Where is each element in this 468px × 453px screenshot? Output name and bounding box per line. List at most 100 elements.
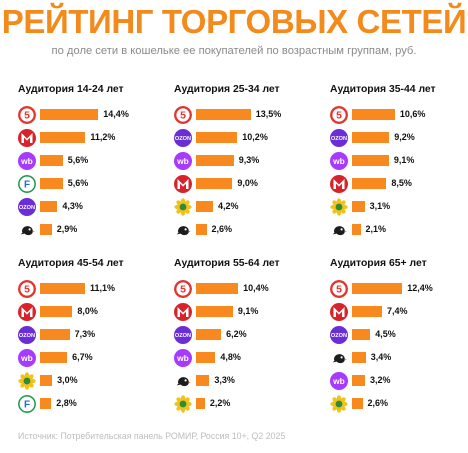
wildberries-logo-icon: wb xyxy=(18,152,36,170)
svg-text:wb: wb xyxy=(176,353,189,363)
svg-text:5: 5 xyxy=(180,284,186,296)
chizhik-logo-icon xyxy=(174,221,192,239)
magnit-logo-icon xyxy=(330,175,348,193)
bar xyxy=(352,224,361,235)
bar-row: OZON 4,5% xyxy=(330,325,468,345)
data-label: 3,2% xyxy=(370,375,391,385)
bar xyxy=(40,329,70,340)
chart-panel: Аудитория 65+ лет 5 12,4% 7,4% OZON 4,5% 3,4% w… xyxy=(330,258,468,428)
data-label: 4,2% xyxy=(218,201,239,211)
panel-title: Аудитория 14-24 лет xyxy=(18,84,124,95)
svg-text:OZON: OZON xyxy=(175,136,191,142)
bar-row: 5 13,5% xyxy=(174,105,324,125)
svg-text:5: 5 xyxy=(336,284,342,296)
bar xyxy=(40,352,68,363)
chizhik-logo-icon xyxy=(330,221,348,239)
data-label: 8,5% xyxy=(391,178,412,188)
panel-title: Аудитория 55-64 лет xyxy=(174,258,280,269)
chizhik-logo-icon xyxy=(18,221,36,239)
panel-title: Аудитория 65+ лет xyxy=(330,258,427,269)
svg-text:wb: wb xyxy=(20,353,33,363)
bar-row: wb 9,3% xyxy=(174,151,324,171)
bar xyxy=(40,201,58,212)
bar xyxy=(40,132,86,143)
bar-row: 2,6% xyxy=(330,394,468,414)
bar-row: OZON 6,2% xyxy=(174,325,324,345)
magnit-logo-icon xyxy=(18,303,36,321)
svg-text:F: F xyxy=(24,400,30,411)
bar-row: 2,6% xyxy=(174,220,324,240)
bar xyxy=(352,375,365,386)
bar-row: 5 10,4% xyxy=(174,279,324,299)
data-label: 4,8% xyxy=(220,352,241,362)
data-label: 2,6% xyxy=(367,398,389,408)
ozon-logo-icon: OZON xyxy=(330,129,348,147)
bar xyxy=(40,178,63,189)
magnit-logo-icon xyxy=(18,129,36,147)
data-label: 3,1% xyxy=(369,201,391,211)
bar xyxy=(196,352,216,363)
bar xyxy=(196,283,239,294)
bar-row: wb 3,2% xyxy=(330,371,468,391)
chart-panel: Аудитория 45-54 лет 5 11,1% 8,0% OZON 7,3% wb 6… xyxy=(18,258,168,428)
data-label: 14,4% xyxy=(103,109,129,119)
bar-row: 2,9% xyxy=(18,220,168,240)
bar xyxy=(40,306,73,317)
data-label: 10,4% xyxy=(243,283,269,293)
data-label: 4,5% xyxy=(375,329,396,339)
bar xyxy=(352,283,403,294)
vkusvill-logo-icon xyxy=(18,372,36,390)
wildberries-logo-icon: wb xyxy=(330,372,348,390)
data-label: 2,8% xyxy=(56,398,77,408)
bar xyxy=(352,201,365,212)
data-label: 4,3% xyxy=(62,201,83,211)
bar xyxy=(40,224,52,235)
data-label: 3,0% xyxy=(57,375,78,385)
bar xyxy=(352,329,371,340)
bar-row: 2,2% xyxy=(174,394,324,414)
panel-title: Аудитория 25-34 лет xyxy=(174,84,280,95)
bar-row: F 2,8% xyxy=(18,394,168,414)
bar xyxy=(196,178,233,189)
svg-text:5: 5 xyxy=(24,284,30,296)
bar xyxy=(196,398,205,409)
chart-panel: Аудитория 14-24 лет 5 14,4% 11,2% wb 5,6% F 5,6… xyxy=(18,84,168,254)
bar xyxy=(40,155,63,166)
wildberries-logo-icon: wb xyxy=(18,349,36,367)
panel-title: Аудитория 45-54 лет xyxy=(18,258,124,269)
pyaterochka-logo-icon: 5 xyxy=(174,280,192,298)
bar xyxy=(352,398,363,409)
bar xyxy=(196,224,207,235)
svg-text:5: 5 xyxy=(180,110,186,122)
bar-row: 7,4% xyxy=(330,302,468,322)
bar xyxy=(196,329,222,340)
bar xyxy=(196,132,238,143)
bar xyxy=(196,201,213,212)
chart-subtitle: по доле сети в кошельке ее покупателей п… xyxy=(51,45,417,57)
data-label: 10,6% xyxy=(399,109,426,119)
bar-row: F 5,6% xyxy=(18,174,168,194)
bar xyxy=(196,155,234,166)
data-label: 12,4% xyxy=(407,283,433,293)
data-label: 3,3% xyxy=(214,375,235,385)
wildberries-logo-icon: wb xyxy=(174,349,192,367)
bar-row: OZON 4,3% xyxy=(18,197,168,217)
magnit-logo-icon xyxy=(174,175,192,193)
pyaterochka-logo-icon: 5 xyxy=(330,280,348,298)
data-label: 6,7% xyxy=(72,352,93,362)
wildberries-logo-icon: wb xyxy=(330,152,348,170)
data-label: 7,3% xyxy=(74,329,96,339)
pyaterochka-logo-icon: 5 xyxy=(330,106,348,124)
ozon-logo-icon: OZON xyxy=(18,326,36,344)
ozon-logo-icon: OZON xyxy=(330,326,348,344)
bar-row: wb 4,8% xyxy=(174,348,324,368)
pyaterochka-logo-icon: 5 xyxy=(18,106,36,124)
data-label: 9,1% xyxy=(237,306,259,316)
svg-text:OZON: OZON xyxy=(175,333,191,339)
data-label: 9,3% xyxy=(238,155,260,165)
data-label: 6,2% xyxy=(226,329,247,339)
data-label: 2,9% xyxy=(56,224,78,234)
data-label: 9,0% xyxy=(237,178,258,188)
data-label: 9,1% xyxy=(393,155,415,165)
bar-row: OZON 7,3% xyxy=(18,325,168,345)
